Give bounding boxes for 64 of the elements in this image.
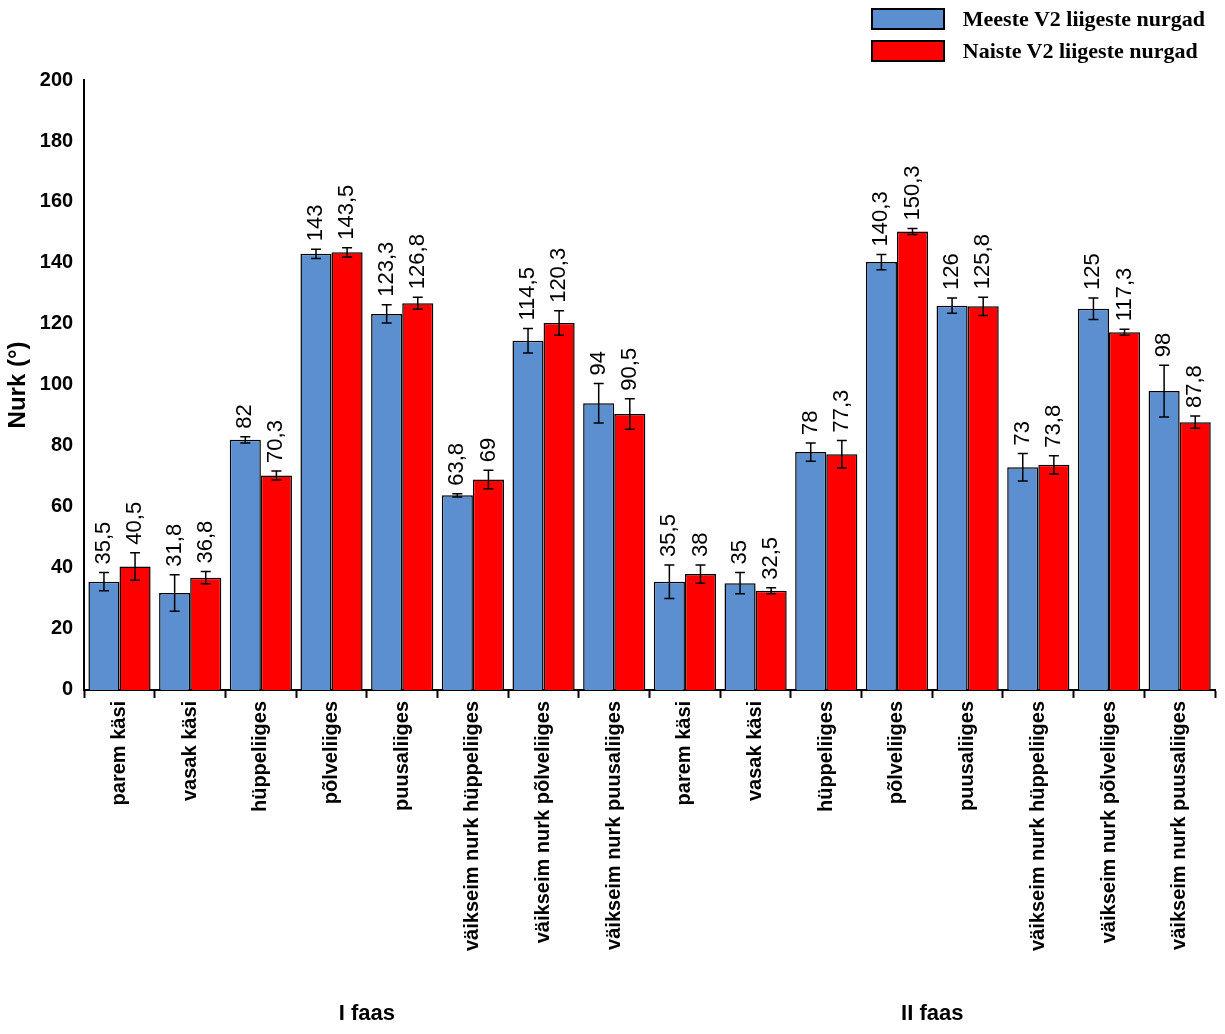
text: II faas bbox=[901, 1000, 964, 1025]
data-label: 140,3 bbox=[867, 191, 893, 247]
y-tick-label: 180 bbox=[39, 128, 74, 151]
x-tick-label: vasak käsi bbox=[177, 700, 200, 802]
x-tick-label: väikseim nurk põlveliiges bbox=[1096, 700, 1119, 944]
x-tick-label: vasak käsi bbox=[743, 700, 766, 802]
data-label: 123,3 bbox=[372, 241, 398, 297]
legend-label: Meeste V2 liigeste nurgad bbox=[962, 6, 1205, 32]
x-tick-label: väikseim nurk hüppeliiges bbox=[1025, 700, 1048, 952]
data-label: 70,3 bbox=[262, 420, 288, 463]
y-tick-label: 20 bbox=[50, 616, 74, 639]
data-label: 82 bbox=[231, 404, 257, 429]
y-tick-label: 40 bbox=[50, 555, 74, 578]
data-label: 38 bbox=[686, 532, 712, 557]
x-tick-label: puusaliiges bbox=[389, 700, 412, 811]
data-label: 40,5 bbox=[121, 501, 147, 545]
data-label: 63,8 bbox=[443, 443, 469, 486]
x-tick-label: hüppeliiges bbox=[248, 700, 271, 813]
data-label: 143,5 bbox=[333, 184, 359, 240]
data-label: 69 bbox=[474, 437, 500, 463]
y-tick-label: 100 bbox=[39, 372, 74, 395]
data-label: 36,8 bbox=[191, 520, 217, 564]
data-label: 77,3 bbox=[827, 389, 853, 433]
data-label: 143 bbox=[302, 204, 328, 242]
data-label: 90,5 bbox=[615, 347, 641, 391]
x-tick-label: põlveliiges bbox=[884, 700, 907, 805]
data-label: 98 bbox=[1150, 332, 1176, 358]
data-label: 87,8 bbox=[1181, 365, 1207, 409]
x-tick-label: puusaliiges bbox=[955, 700, 978, 811]
x-tick-label: põlveliiges bbox=[319, 700, 342, 805]
data-label: 78 bbox=[796, 410, 822, 435]
y-axis-title: Nurk (°) bbox=[3, 341, 31, 429]
data-label: 120,3 bbox=[545, 247, 571, 303]
y-tick-label: 200 bbox=[39, 67, 74, 90]
x-tick-label: väikseim nurk puusaliiges bbox=[1167, 700, 1190, 950]
x-tick-label: hüppeliiges bbox=[813, 700, 836, 813]
data-label: 114,5 bbox=[514, 267, 540, 321]
data-label: 35 bbox=[726, 540, 752, 565]
y-tick-label: 60 bbox=[50, 494, 74, 517]
data-label: 35,5 bbox=[90, 521, 116, 565]
x-tick-label: väikseim nurk hüppeliiges bbox=[460, 700, 483, 952]
data-label: 150,3 bbox=[898, 165, 924, 221]
y-tick-label: 120 bbox=[39, 311, 74, 334]
data-label: 31,8 bbox=[160, 523, 186, 567]
data-label: 73,8 bbox=[1039, 404, 1065, 448]
data-label: 117,3 bbox=[1110, 267, 1136, 322]
x-tick-label: väikseim nurk puusaliiges bbox=[601, 700, 624, 950]
data-label: 35,5 bbox=[655, 514, 681, 557]
data-label: 73 bbox=[1008, 421, 1034, 446]
data-label: 125 bbox=[1079, 253, 1105, 291]
legend-label: Naiste V2 liigeste nurgad bbox=[962, 38, 1198, 64]
data-label: 126 bbox=[938, 253, 964, 291]
x-tick-label: parem käsi bbox=[107, 700, 130, 806]
data-label: 32,5 bbox=[757, 536, 783, 580]
data-label: 125,8 bbox=[969, 234, 995, 290]
y-tick-label: 80 bbox=[50, 433, 74, 456]
data-label: 126,8 bbox=[403, 234, 429, 290]
text: I faas bbox=[338, 1000, 396, 1025]
data-label: 94 bbox=[584, 350, 610, 376]
y-tick-label: 140 bbox=[39, 250, 74, 273]
y-tick-label: 0 bbox=[62, 677, 74, 700]
x-tick-label: väikseim nurk põlveliiges bbox=[531, 700, 554, 944]
x-tick-label: parem käsi bbox=[672, 700, 695, 806]
y-tick-label: 160 bbox=[39, 189, 74, 212]
